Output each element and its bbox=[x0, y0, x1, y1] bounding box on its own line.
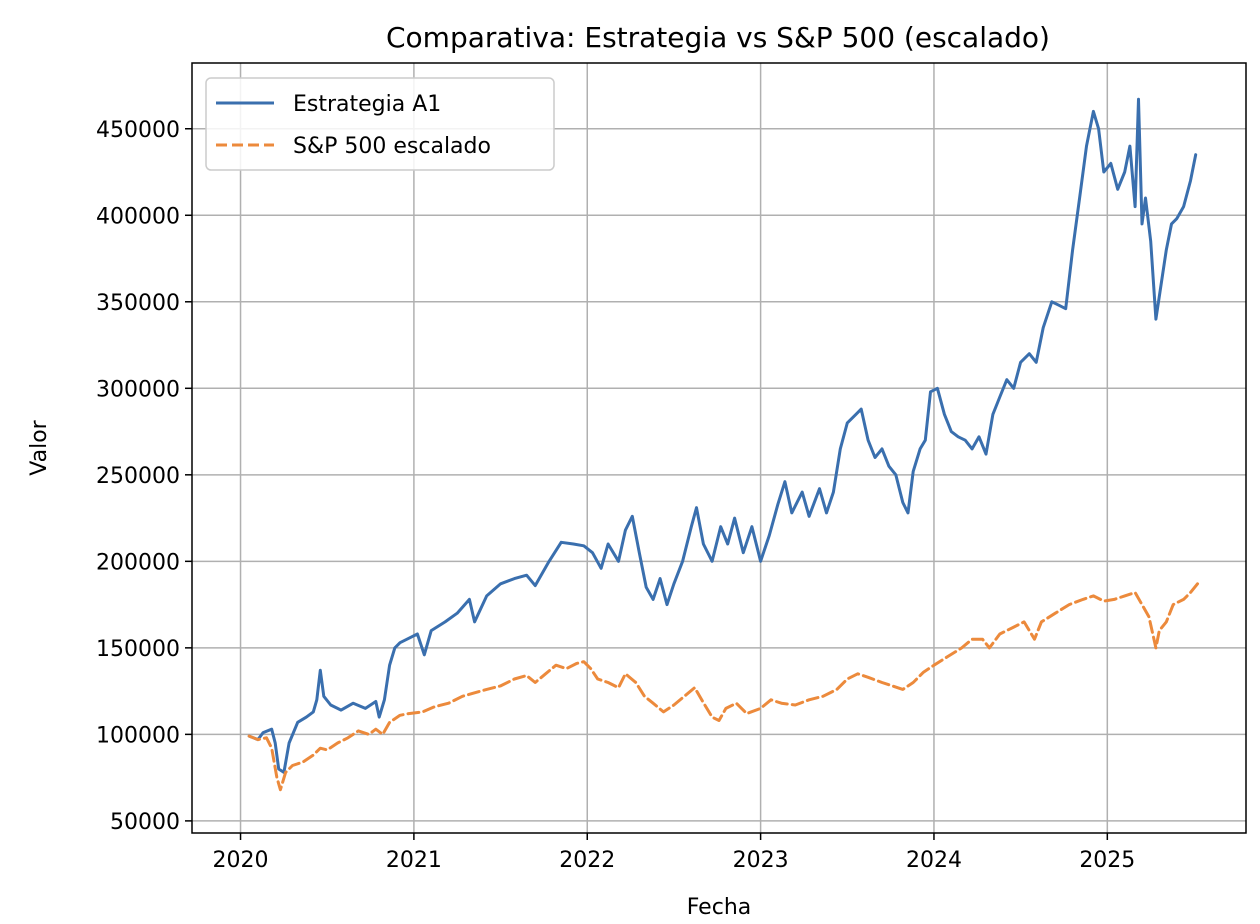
legend-box bbox=[205, 77, 555, 171]
x-tick-label: 2022 bbox=[559, 848, 615, 873]
legend-label-sp500: S&P 500 escalado bbox=[293, 134, 491, 159]
x-axis-label: Fecha bbox=[687, 895, 752, 920]
y-axis: 50000 100000 150000 200000 250000 300000 35000… bbox=[96, 118, 192, 835]
x-tick-label: 2024 bbox=[906, 848, 962, 873]
x-tick-label: 2025 bbox=[1079, 848, 1135, 873]
y-tick-label: 300000 bbox=[96, 377, 180, 402]
y-axis-label: Valor bbox=[27, 419, 52, 475]
y-tick-label: 250000 bbox=[96, 464, 180, 489]
x-tick-label: 2023 bbox=[733, 848, 789, 873]
series-line-1 bbox=[247, 582, 1199, 792]
y-tick-label: 100000 bbox=[96, 723, 180, 748]
legend-label-estrategia: Estrategia A1 bbox=[293, 92, 441, 117]
legend: Estrategia A1 S&P 500 escalado bbox=[205, 77, 555, 171]
y-tick-label: 150000 bbox=[96, 637, 180, 662]
y-tick-label: 400000 bbox=[96, 204, 180, 229]
x-axis: 2020 2021 2022 2023 2024 2025 bbox=[213, 833, 1135, 873]
y-tick-label: 450000 bbox=[96, 118, 180, 143]
x-tick-label: 2020 bbox=[213, 848, 269, 873]
chart-title: Comparativa: Estrategia vs S&P 500 (esca… bbox=[386, 21, 1050, 54]
y-tick-label: 50000 bbox=[110, 810, 180, 835]
series-line-0 bbox=[247, 97, 1198, 774]
plot-frame bbox=[191, 62, 1247, 834]
series-lines bbox=[247, 97, 1199, 792]
y-tick-label: 200000 bbox=[96, 550, 180, 575]
gridlines bbox=[192, 63, 1246, 833]
y-tick-label: 350000 bbox=[96, 291, 180, 316]
x-tick-label: 2021 bbox=[386, 848, 442, 873]
